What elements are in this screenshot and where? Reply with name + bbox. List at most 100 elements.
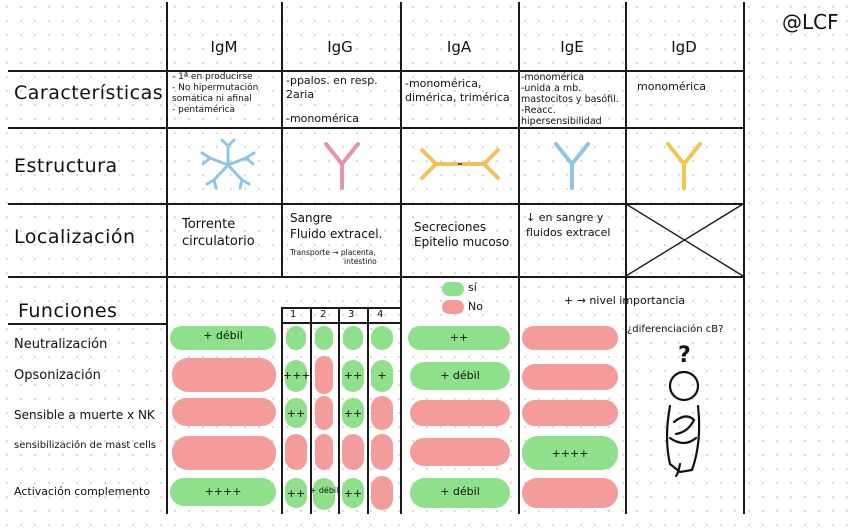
header-igd: IgD	[671, 38, 697, 56]
grid-line	[8, 70, 744, 72]
cell-comp-igg3	[342, 478, 364, 508]
loc-igm: Torrente circulatorio	[182, 217, 255, 249]
row-label-caracteristicas: Características	[14, 82, 164, 104]
caract-ige: -monomérica -unida a mb. mastocitos y ba…	[521, 72, 619, 127]
grid-line	[166, 2, 168, 514]
grid-line	[8, 203, 744, 205]
cell-neut-iga	[408, 326, 510, 350]
grid-line	[281, 307, 283, 514]
cell-mast-igg1	[285, 434, 307, 470]
cell-mast-ige	[522, 436, 618, 470]
igd-question: ¿diferenciación cB?	[627, 324, 724, 335]
igg-subclass-2: 2	[320, 309, 327, 320]
grid-line	[518, 2, 520, 514]
cell-nk-igg4	[371, 396, 393, 430]
igg-subclass-1: 1	[290, 309, 297, 320]
svg-text:?: ?	[678, 343, 691, 368]
cell-comp-igm	[170, 478, 276, 506]
cell-nk-iga	[410, 400, 510, 426]
ige-monomer-diagram	[554, 142, 590, 190]
thinking-person-doodle: ?	[665, 343, 701, 478]
loc-ige: ↓ en sangre y fluidos extracel	[526, 211, 611, 239]
caract-iga: -monomérica, dimérica, trimérica	[405, 77, 510, 104]
cell-nk-igg1	[285, 398, 307, 428]
grid-line	[367, 307, 369, 514]
row-label-funciones: Funciones	[18, 300, 118, 322]
signature: @LCF	[782, 10, 839, 34]
grid-line	[310, 307, 312, 514]
cell-comp-igg2	[313, 478, 335, 510]
legend-swatch-no	[442, 300, 464, 314]
loc-igg-note: Transporte → placenta, intestino	[290, 248, 377, 266]
empty-cell-cross	[626, 204, 743, 276]
cell-mast-igg3	[342, 434, 364, 470]
cell-nk-igg3-label: ++	[343, 407, 363, 420]
cell-comp-igg1	[285, 478, 307, 508]
legend-no: No	[468, 300, 483, 313]
grid-line	[8, 276, 744, 278]
cell-comp-iga-label: + débil	[440, 485, 480, 498]
igm-pentamer-diagram	[200, 138, 256, 190]
iga-dimer-diagram	[420, 148, 500, 180]
row-label-estructura: Estructura	[14, 155, 118, 177]
func-label-nk: Sensible a muerte x NK	[14, 408, 155, 422]
cell-nk-igg3	[342, 398, 364, 428]
cell-nk-igg2	[315, 396, 333, 430]
cell-comp-igm-label: ++++	[204, 485, 242, 498]
cell-ops-igg3-label: ++	[343, 369, 363, 382]
legend-importance: + → nivel importancia	[564, 294, 686, 307]
row-label-localizacion: Localización	[14, 226, 136, 248]
header-ige: IgE	[560, 38, 584, 56]
cell-mast-iga	[410, 438, 510, 466]
func-label-complemento: Activación complemento	[14, 485, 151, 498]
cell-neut-igg4	[371, 326, 393, 350]
func-label-opsonizacion: Opsonización	[14, 368, 101, 383]
cell-comp-igg2-label: + débil	[309, 486, 339, 495]
cell-ops-ige	[522, 364, 618, 390]
grid-line	[8, 127, 744, 129]
cell-nk-igm	[172, 398, 276, 426]
cell-ops-igg1-label: +++	[283, 369, 311, 382]
func-label-neutralizacion: Neutralización	[14, 337, 108, 352]
grid-line	[338, 307, 340, 514]
cell-nk-igg1-label: ++	[286, 407, 306, 420]
header-igm: IgM	[210, 38, 238, 56]
cell-neut-igg2	[315, 326, 333, 350]
cell-ops-igg4	[371, 360, 393, 392]
cell-mast-ige-label: ++++	[551, 447, 589, 460]
grid-line	[625, 2, 627, 514]
caract-igg: -ppalos. en resp. 2aria -monomérica	[286, 74, 378, 125]
header-igg: IgG	[327, 38, 353, 56]
grid-line	[281, 307, 400, 309]
grid-line	[281, 2, 283, 276]
cell-neut-ige	[522, 326, 618, 350]
igg-subclass-3: 3	[348, 309, 355, 320]
cell-ops-igg2	[315, 356, 333, 394]
cell-neut-igg1	[286, 326, 306, 350]
cell-neut-igg3	[343, 326, 363, 350]
cell-nk-ige	[522, 400, 618, 426]
cell-comp-iga	[410, 478, 510, 508]
cell-comp-ige	[522, 478, 618, 508]
cell-neut-igm-label: + débil	[203, 329, 243, 342]
cell-ops-iga	[410, 362, 510, 390]
cell-comp-igg1-label: ++	[286, 487, 306, 500]
cell-ops-igg1	[285, 360, 307, 392]
func-label-mast: sensibilización de mast cells	[14, 440, 156, 451]
loc-igg: Sangre Fluido extracel.	[290, 211, 383, 241]
loc-iga: Secreciones Epitelio mucoso	[414, 220, 510, 249]
cell-ops-igg3	[342, 360, 364, 392]
cell-mast-igg4	[371, 434, 393, 470]
cell-neut-igm	[170, 326, 276, 350]
grid-line	[743, 2, 745, 514]
header-iga: IgA	[446, 38, 472, 56]
cell-comp-igg3-label: ++	[343, 487, 363, 500]
cell-neut-iga-label: ++	[449, 331, 469, 344]
cell-mast-igg2	[315, 434, 333, 470]
cell-comp-igg4	[371, 476, 393, 510]
grid-line	[400, 2, 402, 514]
caract-igd: monomérica	[637, 80, 706, 93]
cell-ops-igm	[172, 358, 276, 392]
legend-swatch-si	[442, 282, 464, 296]
grid-line	[8, 323, 166, 325]
